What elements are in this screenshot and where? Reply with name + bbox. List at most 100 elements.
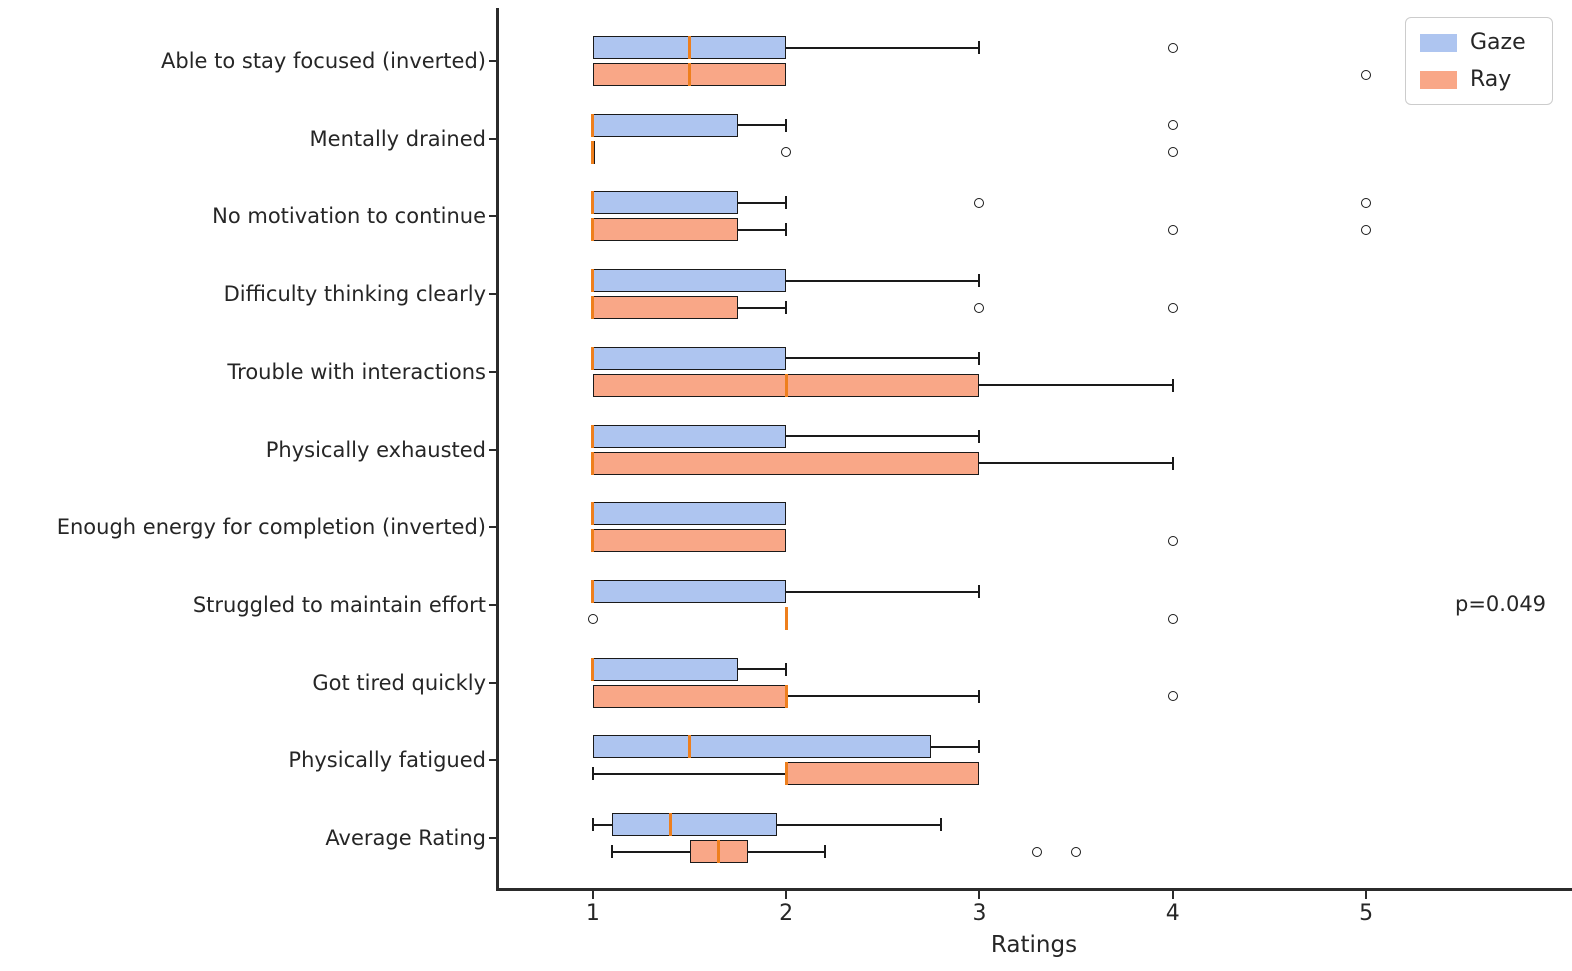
legend-swatch-gaze xyxy=(1420,33,1457,52)
box-ray xyxy=(592,684,787,708)
p-value-annotation: p=0.049 xyxy=(1455,592,1547,617)
box-gaze xyxy=(592,269,787,293)
outlier-point xyxy=(1167,42,1178,53)
median-line xyxy=(717,840,721,864)
outlier-point xyxy=(1032,846,1043,857)
outlier-point xyxy=(1167,147,1178,158)
legend-label-gaze: Gaze xyxy=(1470,30,1526,55)
box-gaze xyxy=(612,813,777,837)
outlier-point xyxy=(1361,197,1372,208)
box-gaze xyxy=(592,735,932,759)
y-axis-spine xyxy=(496,8,499,890)
median-line xyxy=(784,373,788,397)
whisker-high xyxy=(737,201,787,204)
whisker-cap xyxy=(978,274,981,288)
box-ray xyxy=(592,296,738,320)
whisker-cap xyxy=(785,118,788,132)
category-label: Difficulty thinking clearly xyxy=(223,282,486,307)
median-line xyxy=(591,529,595,553)
outlier-point xyxy=(974,197,985,208)
median-line xyxy=(591,140,595,164)
whisker-cap xyxy=(939,818,942,832)
box-ray xyxy=(592,529,787,553)
x-tick xyxy=(591,890,594,899)
whisker-high xyxy=(786,695,980,698)
x-tick-label: 1 xyxy=(585,901,600,926)
whisker-cap xyxy=(823,845,826,859)
x-tick-label: 2 xyxy=(779,901,794,926)
whisker-high xyxy=(737,306,787,309)
whisker-low xyxy=(592,823,613,826)
y-tick xyxy=(489,759,497,762)
outlier-point xyxy=(1361,224,1372,235)
outlier-point xyxy=(1167,613,1178,624)
median-line xyxy=(591,657,595,681)
y-tick xyxy=(489,293,497,296)
x-tick xyxy=(978,890,981,899)
median-line xyxy=(591,451,595,475)
category-label: Able to stay focused (inverted) xyxy=(161,49,486,73)
box-ray xyxy=(592,451,980,475)
median-line xyxy=(591,580,595,604)
median-line xyxy=(784,762,788,786)
median-line xyxy=(591,269,595,293)
median-line xyxy=(784,684,788,708)
x-tick xyxy=(1365,890,1368,899)
whisker-high xyxy=(737,228,787,231)
median-line xyxy=(688,735,692,759)
x-tick-label: 3 xyxy=(972,901,987,926)
median-line xyxy=(688,63,692,86)
category-label: Struggled to maintain effort xyxy=(192,593,486,618)
whisker-cap xyxy=(785,662,788,676)
outlier-point xyxy=(587,613,598,624)
box-ray xyxy=(592,218,738,242)
category-label: Average Rating xyxy=(325,826,486,851)
whisker-cap xyxy=(1171,456,1174,470)
whisker-cap xyxy=(978,41,981,54)
legend-item-gaze: Gaze xyxy=(1420,30,1552,55)
category-label: Mentally drained xyxy=(309,126,486,151)
whisker-cap xyxy=(978,585,981,599)
category-label: Got tired quickly xyxy=(312,670,486,695)
y-tick xyxy=(489,448,497,451)
whisker-high xyxy=(776,823,941,826)
whisker-high xyxy=(786,357,980,360)
median-line xyxy=(784,607,788,631)
y-tick xyxy=(489,837,497,840)
median-line xyxy=(591,218,595,242)
box-gaze xyxy=(592,580,787,604)
whisker-high xyxy=(786,590,980,593)
box-gaze xyxy=(592,657,738,681)
x-axis-spine xyxy=(496,888,1572,891)
median-line xyxy=(591,191,595,215)
whisker-high xyxy=(737,668,787,671)
outlier-point xyxy=(974,302,985,313)
y-tick xyxy=(489,60,497,62)
whisker-high xyxy=(786,279,980,282)
median-line xyxy=(591,346,595,370)
median-line xyxy=(668,813,672,837)
whisker-cap xyxy=(978,351,981,365)
whisker-high xyxy=(786,46,980,49)
category-label: Trouble with interactions xyxy=(227,359,486,384)
whisker-cap xyxy=(978,740,981,754)
box-gaze xyxy=(592,113,738,137)
median-line xyxy=(591,113,595,137)
median-line xyxy=(591,296,595,320)
whisker-high xyxy=(979,384,1173,387)
median-line xyxy=(591,502,595,526)
legend: Gaze Ray xyxy=(1405,17,1553,105)
y-tick xyxy=(489,370,497,373)
x-axis-title: Ratings xyxy=(990,932,1078,958)
category-label: Enough energy for completion (inverted) xyxy=(56,515,486,540)
legend-swatch-ray xyxy=(1420,70,1457,89)
x-tick xyxy=(785,890,788,899)
whisker-cap xyxy=(1171,378,1174,392)
box-gaze xyxy=(592,502,787,526)
legend-label-ray: Ray xyxy=(1470,67,1512,92)
y-tick xyxy=(489,215,497,218)
whisker-high xyxy=(747,850,825,853)
whisker-cap xyxy=(785,196,788,210)
outlier-point xyxy=(1167,224,1178,235)
